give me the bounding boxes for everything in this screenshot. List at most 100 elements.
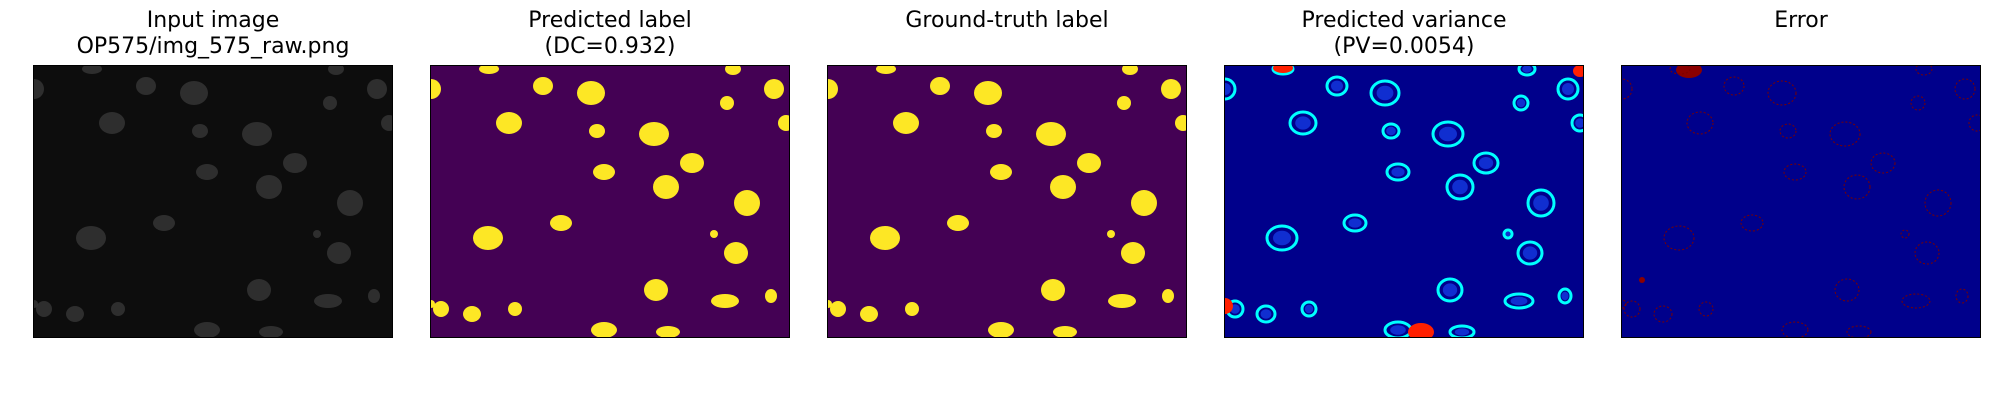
ground-truth-label-frame: [827, 65, 1187, 338]
error-image: [1622, 66, 1980, 337]
nucleus-mask: [591, 322, 617, 337]
nucleus-mask: [1050, 175, 1076, 199]
nucleus-mask: [1117, 96, 1131, 110]
nucleus: [82, 66, 102, 74]
nucleus: [381, 115, 392, 131]
error-contour: [1653, 305, 1673, 323]
title-line-2: (PV=0.0054): [1333, 34, 1475, 59]
nucleus-mask: [930, 77, 950, 95]
error-contour: [1834, 278, 1860, 302]
nucleus-mask: [947, 215, 969, 231]
variance-hotspot: [1273, 66, 1293, 73]
variance-ring: [1502, 228, 1514, 240]
error-contour: [1829, 121, 1861, 147]
nucleus: [36, 301, 52, 317]
input-image: [34, 66, 392, 337]
variance-core: [1295, 116, 1311, 130]
nucleus: [192, 124, 208, 138]
nucleus-mask: [656, 326, 680, 337]
nucleus: [242, 122, 272, 146]
nucleus: [194, 322, 220, 337]
variance-ring: [1557, 287, 1573, 305]
variance-core: [1454, 328, 1470, 336]
nucleus-mask: [1122, 66, 1138, 75]
nucleus-mask: [1175, 115, 1186, 131]
variance-ring: [1271, 66, 1295, 76]
error-contour: [1623, 300, 1641, 318]
panel-predicted-label: Predicted label (DC=0.932): [430, 0, 790, 340]
nucleus-mask: [639, 122, 669, 146]
variance-core: [1260, 309, 1272, 319]
panel-title: Input image OP575/img_575_raw.png: [0, 8, 433, 60]
title-line-1: Predicted variance: [1301, 8, 1507, 33]
panel-error: Error: [1621, 0, 1981, 340]
variance-core: [1386, 126, 1396, 136]
nucleus-mask: [550, 215, 572, 231]
error-contour: [1669, 66, 1691, 75]
input-background: [34, 66, 392, 337]
variance-ring: [1570, 113, 1583, 133]
variance-ring: [1225, 77, 1237, 101]
error-frame: [1621, 65, 1981, 338]
panel-title: Predicted label (DC=0.932): [390, 8, 830, 60]
error-blob: [1639, 277, 1645, 283]
label-background: [828, 66, 1186, 337]
nucleus-mask: [589, 124, 605, 138]
nucleus: [283, 153, 307, 173]
panel-ground-truth-label: Ground-truth label: [827, 0, 1187, 340]
nucleus: [34, 300, 38, 308]
nucleus-mask: [1036, 122, 1066, 146]
variance-core: [1273, 230, 1291, 246]
nucleus: [314, 294, 342, 308]
variance-ring: [1436, 277, 1464, 303]
variance-ring: [1526, 188, 1556, 218]
nucleus-mask: [860, 306, 878, 322]
variance-core: [1439, 126, 1457, 142]
error-contour: [1870, 152, 1896, 174]
error-contour: [1901, 293, 1931, 309]
nucleus-mask: [1161, 79, 1181, 99]
nucleus-mask: [830, 301, 846, 317]
error-contour: [1781, 321, 1809, 337]
nucleus-mask: [433, 301, 449, 317]
nucleus: [153, 215, 175, 231]
predicted-variance-frame: [1224, 65, 1584, 338]
ground-truth-label-image: [828, 66, 1186, 337]
error-background: [1622, 66, 1980, 337]
nucleus-mask: [1131, 190, 1157, 216]
error-contour: [1663, 225, 1695, 251]
predicted-variance-image: [1225, 66, 1583, 337]
nucleus: [313, 230, 321, 238]
nucleus-mask: [1041, 279, 1065, 301]
variance-core: [1575, 118, 1583, 128]
nucleus-mask: [990, 164, 1012, 180]
nucleus-mask: [508, 302, 522, 316]
panel-title: Predicted variance (PV=0.0054): [1184, 8, 1624, 60]
error-contour: [1740, 214, 1764, 232]
error-contour: [1846, 325, 1872, 337]
variance-ring: [1431, 120, 1465, 148]
variance-core: [1522, 246, 1538, 260]
predicted-label-image: [431, 66, 789, 337]
nucleus-mask: [734, 190, 760, 216]
predicted-label-frame: [430, 65, 790, 338]
title-line-2: (DC=0.932): [544, 34, 676, 59]
variance-core: [1331, 80, 1343, 92]
title-line-1: Ground-truth label: [905, 8, 1109, 33]
error-contour: [1723, 76, 1745, 96]
nucleus: [259, 326, 283, 337]
variance-ring: [1385, 162, 1411, 182]
variance-ring: [1503, 292, 1535, 310]
nucleus: [368, 289, 380, 303]
nucleus-mask: [680, 153, 704, 173]
nucleus: [66, 306, 84, 322]
nucleus: [99, 112, 125, 134]
variance-core: [1516, 98, 1526, 108]
nucleus-mask: [711, 294, 739, 308]
nucleus-mask: [778, 115, 789, 131]
label-background: [431, 66, 789, 337]
error-contour: [1954, 78, 1976, 100]
variance-ring: [1381, 122, 1401, 140]
variance-core: [1452, 179, 1468, 195]
variance-ring: [1512, 94, 1530, 112]
